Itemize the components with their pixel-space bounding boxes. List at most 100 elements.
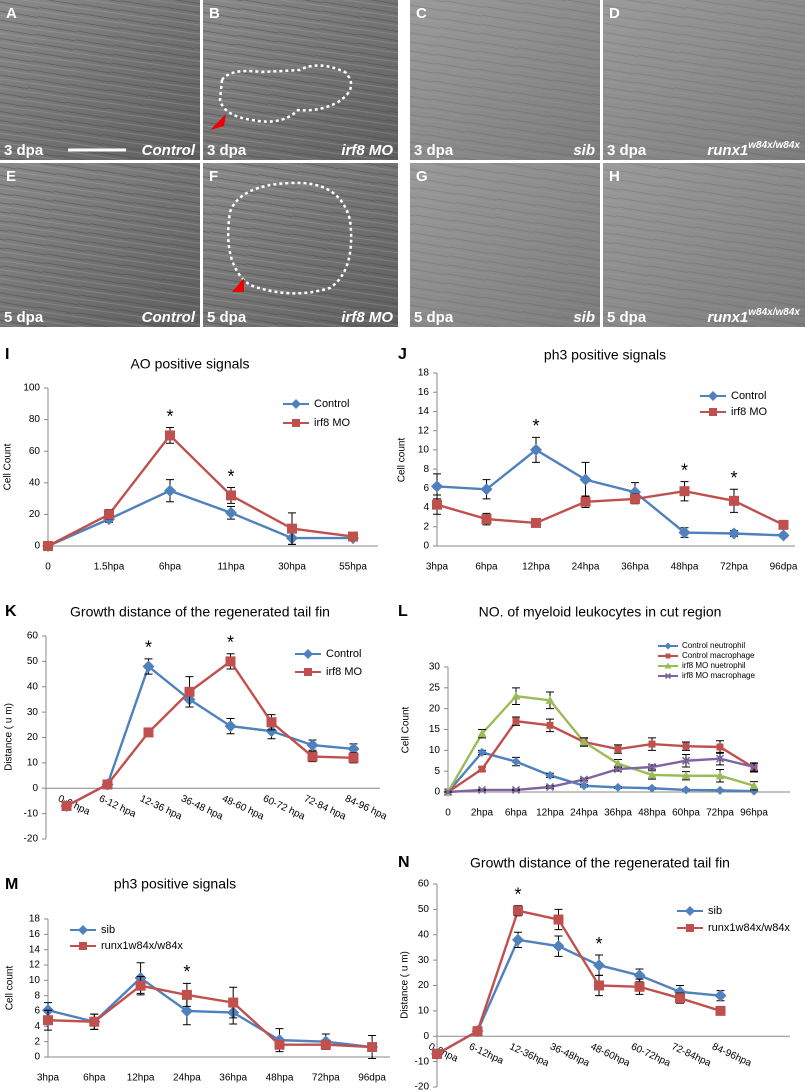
genotype-text: irf8 MO bbox=[341, 309, 393, 326]
x-tick-label: 48-60hpa bbox=[589, 1041, 632, 1069]
series-line bbox=[447, 757, 755, 794]
marker bbox=[749, 762, 759, 772]
chart-title: NO. of myeloid leukocytes in cut region bbox=[479, 604, 722, 620]
series-line bbox=[47, 984, 373, 1049]
marker bbox=[634, 981, 645, 992]
marker bbox=[443, 787, 453, 797]
micrograph: E 5 dpa Control bbox=[0, 163, 200, 327]
y-tick-label: 18 bbox=[29, 914, 41, 925]
marker bbox=[728, 527, 740, 540]
marker bbox=[594, 980, 604, 991]
panel-time: 5 dpa bbox=[4, 309, 44, 326]
marker bbox=[715, 754, 725, 763]
y-tick-label: 6 bbox=[423, 483, 429, 494]
y-tick-label: 2 bbox=[34, 1036, 40, 1047]
marker bbox=[143, 727, 154, 738]
marker bbox=[531, 517, 541, 528]
y-tick-label: 8 bbox=[34, 990, 40, 1001]
legend-label: Control bbox=[326, 648, 361, 660]
y-tick-label: 10 bbox=[29, 975, 41, 986]
panel-letter: N bbox=[398, 854, 410, 871]
y-tick-label: 5 bbox=[434, 766, 440, 777]
y-tick-label: 0 bbox=[32, 783, 38, 794]
marker bbox=[546, 721, 554, 729]
x-tick-label: 84-96hpa bbox=[710, 1041, 753, 1069]
arrowhead bbox=[232, 278, 244, 292]
marker bbox=[291, 399, 301, 409]
marker bbox=[681, 771, 691, 780]
x-tick-label: 0 bbox=[445, 808, 451, 819]
y-tick-label: -20 bbox=[24, 834, 39, 845]
marker bbox=[648, 740, 656, 748]
marker bbox=[681, 756, 691, 765]
marker bbox=[665, 653, 671, 659]
y-tick-label: 25 bbox=[429, 682, 441, 693]
series-line bbox=[65, 664, 354, 808]
y-tick-label: 0 bbox=[423, 541, 429, 552]
marker bbox=[307, 751, 318, 762]
y-tick-label: 50 bbox=[418, 904, 430, 915]
marker bbox=[749, 781, 759, 790]
y-axis-label: Cell count bbox=[397, 438, 408, 483]
micrograph: A 3 dpa Control bbox=[0, 0, 200, 160]
legend-label: sib bbox=[101, 924, 115, 936]
marker bbox=[716, 743, 724, 751]
chart-title: Growth distance of the regenerated tail … bbox=[70, 604, 330, 620]
x-tick-label: 24hpa bbox=[572, 562, 600, 573]
y-tick-label: 14 bbox=[418, 406, 430, 417]
significance-mark: * bbox=[514, 884, 521, 904]
marker bbox=[477, 747, 487, 757]
x-tick-label: 48hpa bbox=[266, 1073, 294, 1084]
x-tick-label: 12hpa bbox=[522, 562, 550, 573]
legend-label: irf8 MO macrophage bbox=[682, 671, 755, 680]
marker bbox=[729, 495, 739, 506]
image-texture bbox=[203, 0, 398, 160]
marker bbox=[306, 739, 319, 752]
y-tick-label: 4 bbox=[423, 502, 429, 513]
y-tick-label: 14 bbox=[29, 944, 41, 955]
marker bbox=[304, 668, 312, 676]
y-tick-label: 0 bbox=[434, 787, 440, 798]
marker bbox=[778, 519, 789, 530]
x-tick-label: 6-12hpa bbox=[467, 1041, 505, 1067]
marker bbox=[61, 801, 72, 812]
x-tick-label: 36-48 hpa bbox=[179, 793, 225, 822]
marker bbox=[266, 717, 277, 728]
marker bbox=[511, 785, 521, 794]
marker bbox=[228, 997, 239, 1008]
marker bbox=[715, 1005, 726, 1016]
image-texture bbox=[603, 163, 805, 327]
marker bbox=[613, 759, 623, 768]
image-texture bbox=[410, 163, 600, 327]
marker bbox=[79, 942, 87, 950]
genotype-text: sib bbox=[573, 309, 595, 326]
legend-label: runx1w84x/w84x bbox=[101, 940, 183, 952]
marker bbox=[432, 499, 442, 510]
marker bbox=[472, 1026, 483, 1037]
marker bbox=[715, 785, 725, 795]
y-tick-label: 40 bbox=[418, 929, 430, 940]
series-line bbox=[47, 433, 354, 548]
y-tick-label: 18 bbox=[418, 368, 430, 379]
x-tick-label: 48hpa bbox=[671, 562, 699, 573]
y-tick-label: -10 bbox=[415, 1056, 430, 1067]
chart-title: Growth distance of the regenerated tail … bbox=[470, 855, 730, 871]
marker bbox=[43, 1015, 53, 1026]
marker bbox=[545, 770, 555, 780]
micrograph: B 3 dpa irf8 MO bbox=[203, 0, 398, 160]
marker bbox=[678, 526, 691, 539]
chart-title: ph3 positive signals bbox=[114, 876, 236, 892]
y-tick-label: 30 bbox=[429, 662, 441, 673]
image-texture bbox=[0, 163, 200, 327]
x-tick-label: 60-72 hpa bbox=[261, 793, 307, 822]
marker bbox=[630, 493, 640, 504]
marker bbox=[613, 765, 623, 774]
y-tick-label: 50 bbox=[27, 656, 39, 667]
marker bbox=[633, 969, 646, 982]
marker bbox=[675, 993, 685, 1004]
image-texture bbox=[0, 0, 200, 160]
marker bbox=[481, 514, 492, 525]
marker bbox=[225, 656, 236, 667]
panel-genotype: irf8 MO bbox=[341, 142, 393, 159]
